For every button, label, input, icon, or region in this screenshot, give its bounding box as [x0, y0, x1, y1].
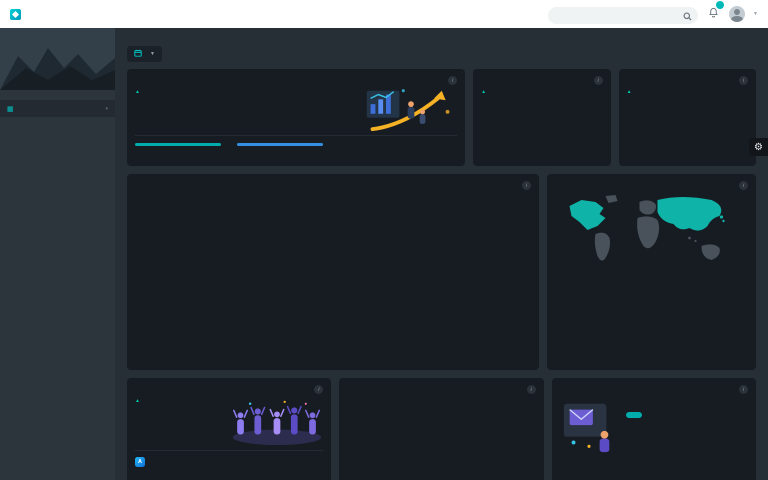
up-arrow-icon: ▲	[135, 398, 140, 404]
visitors-area-chart	[137, 194, 529, 318]
sidebar-item-dashboard-v3[interactable]	[0, 145, 115, 158]
store-row[interactable]: A	[135, 450, 324, 467]
notification-badge	[716, 1, 725, 9]
info-icon[interactable]: i	[314, 385, 324, 394]
store-sessions-card: i ▲	[618, 69, 757, 166]
dashboard-submenu	[0, 117, 115, 162]
info-icon[interactable]: i	[593, 76, 603, 85]
info-icon[interactable]: i	[448, 76, 458, 85]
search-box	[548, 4, 699, 26]
info-icon[interactable]: i	[738, 385, 748, 394]
apple-store-icon: A	[135, 457, 145, 467]
divider	[135, 135, 458, 136]
chevron-down-icon: ▼	[150, 51, 155, 57]
total-sales-order-stat	[135, 140, 225, 146]
notifications-button[interactable]	[708, 1, 725, 23]
top-products-card: i	[339, 378, 544, 480]
progress-bar	[135, 143, 221, 146]
up-arrow-icon: ▲	[626, 89, 632, 95]
bell-icon	[708, 5, 719, 23]
progress-bar	[237, 143, 323, 146]
marketing-campaign-card: i	[551, 378, 756, 480]
visitors-analytics-card: i	[127, 174, 539, 370]
growth-illustration	[366, 89, 450, 132]
info-icon[interactable]: i	[526, 385, 536, 394]
sidebar: ▦ ▾	[0, 28, 115, 480]
date-range-picker[interactable]: ▼	[127, 46, 162, 62]
brand-logo-icon	[10, 8, 21, 20]
campaign-illustration	[563, 403, 609, 453]
session-by-location-card: i	[547, 174, 756, 370]
crowd-illustration	[233, 400, 322, 446]
avg-sales-stat	[237, 140, 327, 146]
info-icon[interactable]: i	[739, 181, 748, 190]
sidebar-item-dashboard[interactable]: ▦ ▾	[0, 100, 115, 117]
topbar: ▼	[0, 0, 768, 28]
world-map	[569, 195, 725, 261]
profile-background	[0, 28, 115, 90]
search-input[interactable]	[548, 7, 699, 24]
gear-icon: ⚙	[754, 141, 763, 153]
total-sales-card: i ▲	[127, 69, 466, 166]
sidebar-item-dashboard-v2[interactable]	[0, 132, 115, 145]
conversion-sparkline	[545, 89, 609, 111]
sales-by-social-card: i ▲ A	[127, 378, 332, 480]
sessions-sparkline	[690, 89, 754, 111]
search-icon[interactable]	[683, 8, 692, 26]
chevron-down-icon: ▼	[753, 11, 758, 17]
conversion-rate-card: i ▲	[473, 69, 611, 166]
theme-settings-button[interactable]: ⚙	[749, 138, 768, 156]
sidebar-profile[interactable]	[0, 28, 115, 90]
calendar-icon	[134, 49, 142, 59]
info-icon[interactable]: i	[522, 181, 531, 190]
up-arrow-icon: ▲	[135, 89, 140, 95]
user-avatar	[729, 6, 746, 22]
nav-section-label	[0, 90, 115, 100]
sidebar-item-dashboard-v1[interactable]	[0, 119, 115, 132]
up-arrow-icon: ▲	[481, 89, 487, 95]
grid-icon: ▦	[7, 105, 14, 113]
chevron-up-icon: ▾	[105, 105, 108, 112]
main-content: ▼ i ▲	[115, 28, 768, 480]
brand[interactable]	[10, 8, 26, 20]
info-icon[interactable]: i	[739, 76, 749, 85]
user-menu[interactable]: ▼	[729, 6, 758, 22]
view-campaign-button[interactable]	[625, 412, 642, 418]
total-sales-sparkline	[231, 91, 361, 123]
